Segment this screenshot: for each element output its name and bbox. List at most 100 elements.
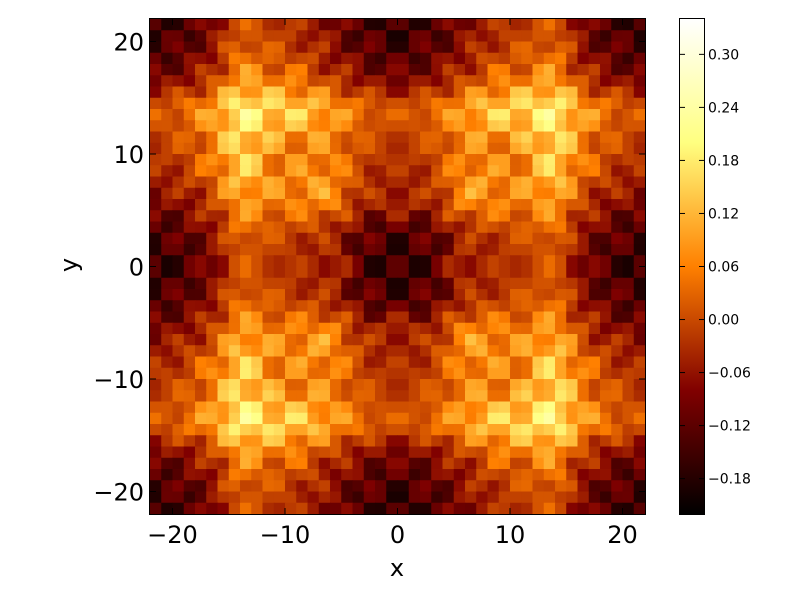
- heatmap-cell: [217, 210, 230, 223]
- heatmap-cell: [183, 176, 196, 189]
- heatmap-cell: [408, 19, 421, 31]
- heatmap-cell: [577, 142, 590, 155]
- heatmap-cell: [521, 120, 534, 133]
- heatmap-cell: [453, 435, 466, 448]
- heatmap-cell: [476, 176, 489, 189]
- heatmap-cell: [183, 469, 196, 481]
- heatmap-cell: [408, 52, 421, 65]
- heatmap-cell: [240, 131, 252, 144]
- heatmap-cell: [577, 120, 590, 133]
- heatmap-cell: [465, 367, 477, 380]
- heatmap-cell: [240, 52, 252, 65]
- heatmap-cell: [172, 19, 185, 31]
- heatmap-cell: [532, 176, 545, 189]
- heatmap-cell: [318, 176, 331, 189]
- heatmap-cell: [318, 322, 331, 335]
- heatmap-cell: [161, 356, 174, 369]
- heatmap-cell: [228, 41, 241, 54]
- heatmap-cell: [375, 210, 387, 223]
- heatmap-cell: [453, 97, 466, 110]
- heatmap-cell: [442, 367, 455, 380]
- heatmap-cell: [498, 30, 511, 43]
- heatmap-cell: [375, 97, 387, 110]
- heatmap-cell: [363, 30, 376, 43]
- heatmap-cell: [206, 142, 219, 155]
- heatmap-cell: [521, 300, 534, 313]
- heatmap-cell: [273, 390, 286, 403]
- heatmap-cell: [307, 491, 320, 504]
- heatmap-cell: [397, 266, 410, 279]
- heatmap-cell: [408, 277, 421, 290]
- heatmap-cell: [611, 244, 624, 256]
- heatmap-cell: [386, 30, 399, 43]
- heatmap-cell: [555, 401, 567, 414]
- heatmap-cell: [487, 300, 500, 313]
- heatmap-cell: [195, 142, 207, 155]
- heatmap-cell: [465, 289, 477, 301]
- y-tick-label: 20: [113, 29, 144, 57]
- heatmap-cell: [341, 210, 354, 223]
- heatmap-cell: [465, 221, 477, 234]
- heatmap-cell: [600, 322, 612, 335]
- heatmap-cell: [352, 86, 365, 99]
- heatmap-cell: [330, 379, 342, 391]
- heatmap-cell: [330, 266, 342, 279]
- heatmap-cell: [240, 266, 252, 279]
- heatmap-cell: [341, 334, 354, 346]
- heatmap-cell: [420, 469, 432, 481]
- heatmap-cell: [453, 300, 466, 313]
- heatmap-cell: [622, 311, 635, 324]
- heatmap-cell: [510, 109, 522, 121]
- heatmap-cell: [386, 311, 399, 324]
- heatmap-cell: [206, 97, 219, 110]
- heatmap-cell: [476, 469, 489, 481]
- heatmap-cell: [150, 154, 162, 166]
- heatmap-cell: [217, 266, 230, 279]
- heatmap-cell: [431, 75, 444, 88]
- heatmap-cell: [273, 221, 286, 234]
- heatmap-cell: [543, 52, 556, 65]
- heatmap-cell: [228, 199, 241, 211]
- heatmap-cell: [397, 491, 410, 504]
- heatmap-cell: [543, 255, 556, 268]
- heatmap-cell: [510, 435, 522, 448]
- heatmap-cell: [296, 120, 309, 133]
- heatmap-cell: [442, 120, 455, 133]
- heatmap-cell: [532, 120, 545, 133]
- heatmap-cell: [577, 97, 590, 110]
- heatmap-cell: [555, 210, 567, 223]
- heatmap-cell: [566, 86, 579, 99]
- heatmap-cell: [296, 187, 309, 200]
- heatmap-cell: [543, 187, 556, 200]
- heatmap-cell: [453, 480, 466, 493]
- heatmap-cell: [150, 401, 162, 414]
- heatmap-cell: [150, 424, 162, 436]
- heatmap-cell: [420, 300, 432, 313]
- heatmap-cell: [397, 300, 410, 313]
- heatmap-cell: [150, 435, 162, 448]
- heatmap-cell: [172, 390, 185, 403]
- heatmap-cell: [285, 446, 297, 459]
- heatmap-cell: [318, 412, 331, 425]
- heatmap-cell: [532, 289, 545, 301]
- heatmap-cell: [510, 142, 522, 155]
- heatmap-cell: [510, 131, 522, 144]
- heatmap-cell: [183, 210, 196, 223]
- heatmap-cell: [420, 289, 432, 301]
- heatmap-cell: [577, 424, 590, 436]
- heatmap-cell: [228, 457, 241, 470]
- heatmap-cell: [566, 277, 579, 290]
- heatmap-cell: [352, 356, 365, 369]
- heatmap-cell: [577, 367, 590, 380]
- heatmap-cell: [510, 491, 522, 504]
- heatmap-cell: [453, 52, 466, 65]
- x-tick-label: 0: [390, 521, 405, 549]
- heatmap-cell: [206, 232, 219, 245]
- heatmap-cell: [442, 176, 455, 189]
- heatmap-cell: [532, 52, 545, 65]
- heatmap-cell: [251, 334, 264, 346]
- heatmap-cell: [206, 289, 219, 301]
- heatmap-cell: [330, 390, 342, 403]
- heatmap-cell: [386, 86, 399, 99]
- heatmap-cell: [206, 277, 219, 290]
